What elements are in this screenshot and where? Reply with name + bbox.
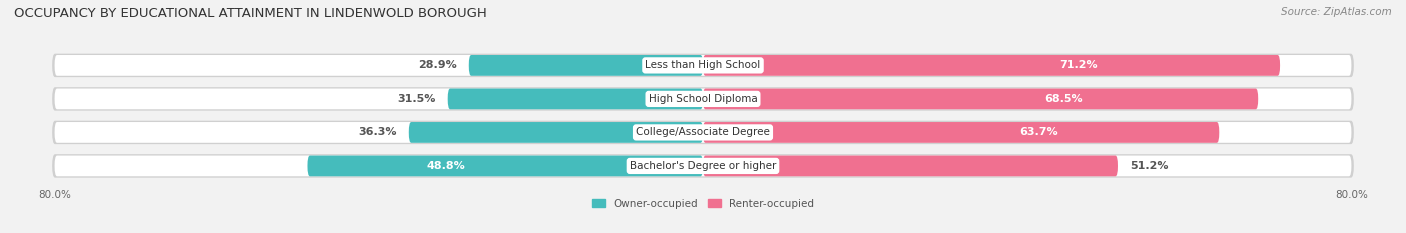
Text: Bachelor's Degree or higher: Bachelor's Degree or higher	[630, 161, 776, 171]
FancyBboxPatch shape	[703, 55, 1279, 76]
Text: 51.2%: 51.2%	[1130, 161, 1168, 171]
Text: 80.0%: 80.0%	[38, 190, 72, 200]
Text: High School Diploma: High School Diploma	[648, 94, 758, 104]
Text: OCCUPANCY BY EDUCATIONAL ATTAINMENT IN LINDENWOLD BOROUGH: OCCUPANCY BY EDUCATIONAL ATTAINMENT IN L…	[14, 7, 486, 20]
FancyBboxPatch shape	[409, 122, 703, 143]
Text: 28.9%: 28.9%	[418, 60, 457, 70]
FancyBboxPatch shape	[55, 89, 1351, 109]
FancyBboxPatch shape	[55, 55, 1351, 76]
Text: 31.5%: 31.5%	[396, 94, 436, 104]
FancyBboxPatch shape	[703, 122, 1219, 143]
Text: 71.2%: 71.2%	[1059, 60, 1098, 70]
FancyBboxPatch shape	[703, 156, 1118, 176]
FancyBboxPatch shape	[447, 89, 703, 109]
Text: Source: ZipAtlas.com: Source: ZipAtlas.com	[1281, 7, 1392, 17]
FancyBboxPatch shape	[52, 121, 1354, 144]
Text: 36.3%: 36.3%	[359, 127, 396, 137]
FancyBboxPatch shape	[55, 122, 1351, 143]
FancyBboxPatch shape	[468, 55, 703, 76]
Text: 68.5%: 68.5%	[1045, 94, 1083, 104]
FancyBboxPatch shape	[52, 154, 1354, 178]
FancyBboxPatch shape	[55, 156, 1351, 176]
FancyBboxPatch shape	[308, 156, 703, 176]
Legend: Owner-occupied, Renter-occupied: Owner-occupied, Renter-occupied	[588, 194, 818, 213]
FancyBboxPatch shape	[52, 54, 1354, 77]
Text: Less than High School: Less than High School	[645, 60, 761, 70]
Text: 63.7%: 63.7%	[1019, 127, 1057, 137]
Text: 48.8%: 48.8%	[426, 161, 465, 171]
Text: 80.0%: 80.0%	[1334, 190, 1368, 200]
Text: College/Associate Degree: College/Associate Degree	[636, 127, 770, 137]
FancyBboxPatch shape	[703, 89, 1258, 109]
FancyBboxPatch shape	[52, 87, 1354, 111]
